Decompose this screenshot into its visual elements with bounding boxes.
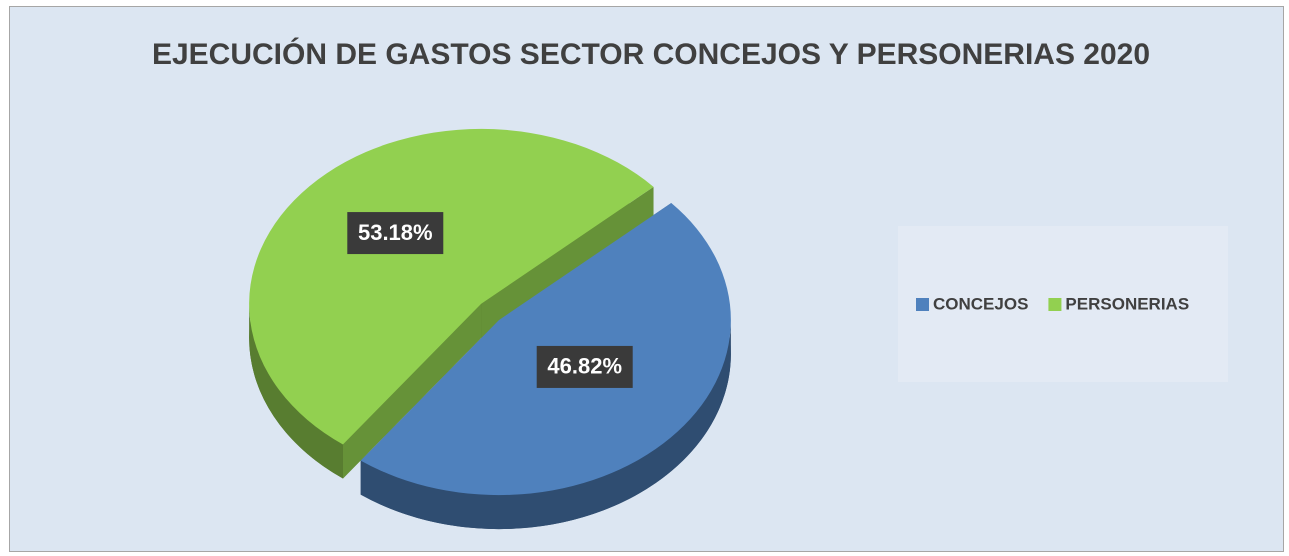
chart-title: EJECUCIÓN DE GASTOS SECTOR CONCEJOS Y PE… xyxy=(152,37,1150,71)
slice-cut xyxy=(342,303,482,479)
data-label: 53.18% xyxy=(358,220,433,245)
slice-wall xyxy=(360,320,731,530)
data-label-box xyxy=(536,345,633,388)
legend-box xyxy=(898,226,1228,382)
legend-label: CONCEJOS xyxy=(933,294,1028,313)
legend-swatch xyxy=(916,298,929,311)
slice-wall xyxy=(249,303,343,479)
slice-cut xyxy=(481,186,654,338)
data-label-box xyxy=(347,212,444,255)
legend-swatch xyxy=(1048,298,1062,311)
legend-label: PERSONERIAS xyxy=(1065,294,1189,313)
slice xyxy=(249,128,654,445)
data-label: 46.82% xyxy=(547,354,622,379)
